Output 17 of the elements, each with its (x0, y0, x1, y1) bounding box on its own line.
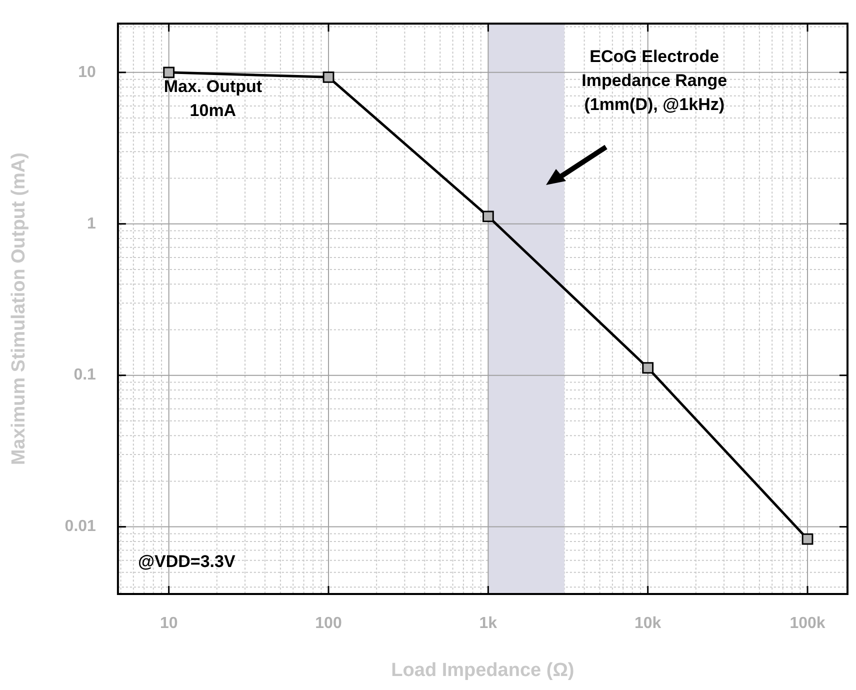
x-tick-label: 10 (160, 615, 178, 632)
x-tick-label: 1k (479, 615, 498, 632)
point (482, 210, 494, 222)
y-tick-label: 10 (78, 64, 96, 81)
x-tick-label: 100k (790, 615, 826, 632)
x-tick-label: 100 (315, 615, 342, 632)
y-tick-label: 0.01 (64, 518, 96, 536)
point (322, 71, 334, 83)
y-tick-label: 0.1 (74, 366, 96, 384)
point (642, 362, 654, 374)
point (802, 533, 814, 545)
point (163, 66, 175, 78)
annotation: @VDD=3.3V (138, 552, 236, 572)
y-tick-label: 1 (87, 215, 96, 232)
annotation: Max. Output 10mA (164, 76, 262, 120)
band-label: ECoG Electrode Impedance Range (1mm(D), @1kHz) (582, 46, 728, 114)
x-tick-label: 10k (634, 615, 662, 632)
